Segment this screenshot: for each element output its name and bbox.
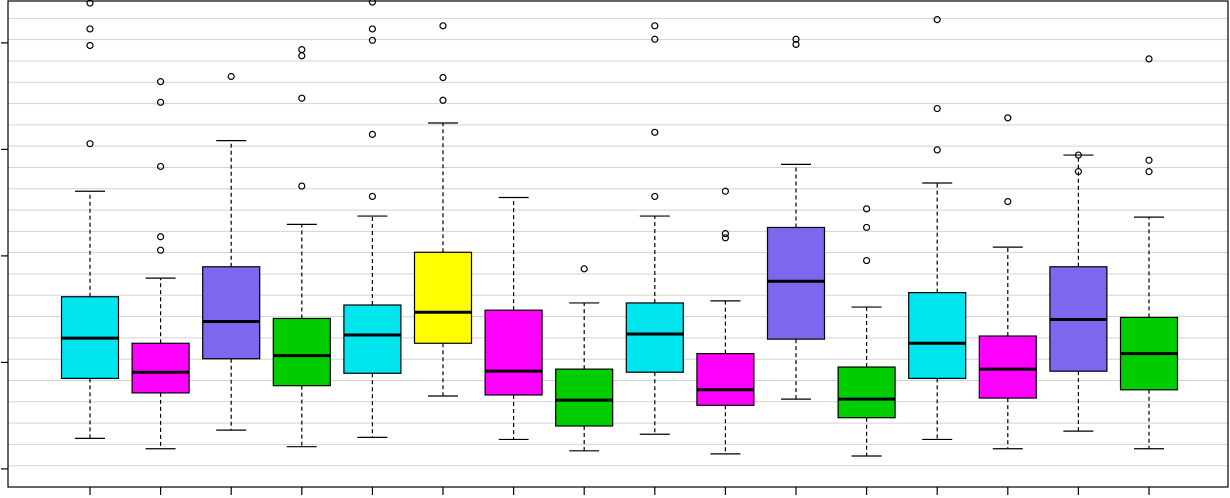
outlier-point <box>651 35 659 43</box>
outlier-point <box>157 98 165 106</box>
outlier-point <box>157 246 165 254</box>
outlier-point <box>1145 156 1153 164</box>
outlier-point <box>1074 168 1083 176</box>
plot-frame <box>7 0 1229 488</box>
outlier-point <box>721 187 730 195</box>
outlier-point <box>368 130 376 138</box>
box <box>131 342 190 394</box>
outlier-point <box>298 52 306 60</box>
outlier-point <box>1004 114 1012 122</box>
outlier-point <box>1074 151 1083 159</box>
box <box>837 366 896 419</box>
outlier-point <box>157 233 165 241</box>
outlier-point <box>86 140 94 148</box>
outlier-point <box>368 25 376 33</box>
box <box>555 368 614 427</box>
outlier-point <box>580 265 588 273</box>
outlier-point <box>86 0 94 7</box>
outlier-point <box>157 162 165 171</box>
box <box>625 302 684 373</box>
outlier-point <box>862 205 871 213</box>
box <box>908 292 967 380</box>
outlier-point <box>439 96 447 104</box>
outlier-point <box>721 230 730 238</box>
outlier-point <box>1004 198 1012 206</box>
outlier-point <box>721 234 730 242</box>
outlier-point <box>86 25 94 33</box>
outlier-point <box>439 73 447 82</box>
outlier-point <box>651 192 659 201</box>
outlier-point <box>298 182 306 190</box>
outlier-point <box>1145 168 1153 176</box>
box <box>696 353 755 406</box>
outlier-point <box>368 36 376 44</box>
outlier-point <box>298 94 306 102</box>
outlier-point <box>1145 55 1153 63</box>
box <box>484 309 543 396</box>
box <box>413 251 473 344</box>
outlier-point <box>227 72 235 81</box>
box <box>343 304 402 374</box>
outlier-point <box>368 192 376 201</box>
outlier-point <box>792 40 800 49</box>
outlier-point <box>933 16 941 24</box>
box <box>202 266 261 360</box>
outlier-point <box>368 0 376 6</box>
outlier-point <box>862 256 871 265</box>
outlier-point <box>298 45 306 54</box>
outlier-point <box>651 128 659 136</box>
outlier-point <box>651 22 659 30</box>
outlier-point <box>792 35 800 43</box>
outlier-point <box>933 104 941 113</box>
box <box>978 335 1037 399</box>
box <box>272 317 331 387</box>
outlier-point <box>86 41 94 50</box>
outlier-point <box>933 146 941 154</box>
outlier-point <box>439 22 447 30</box>
box <box>766 226 826 340</box>
outlier-point <box>157 78 165 86</box>
outlier-point <box>862 223 871 232</box>
